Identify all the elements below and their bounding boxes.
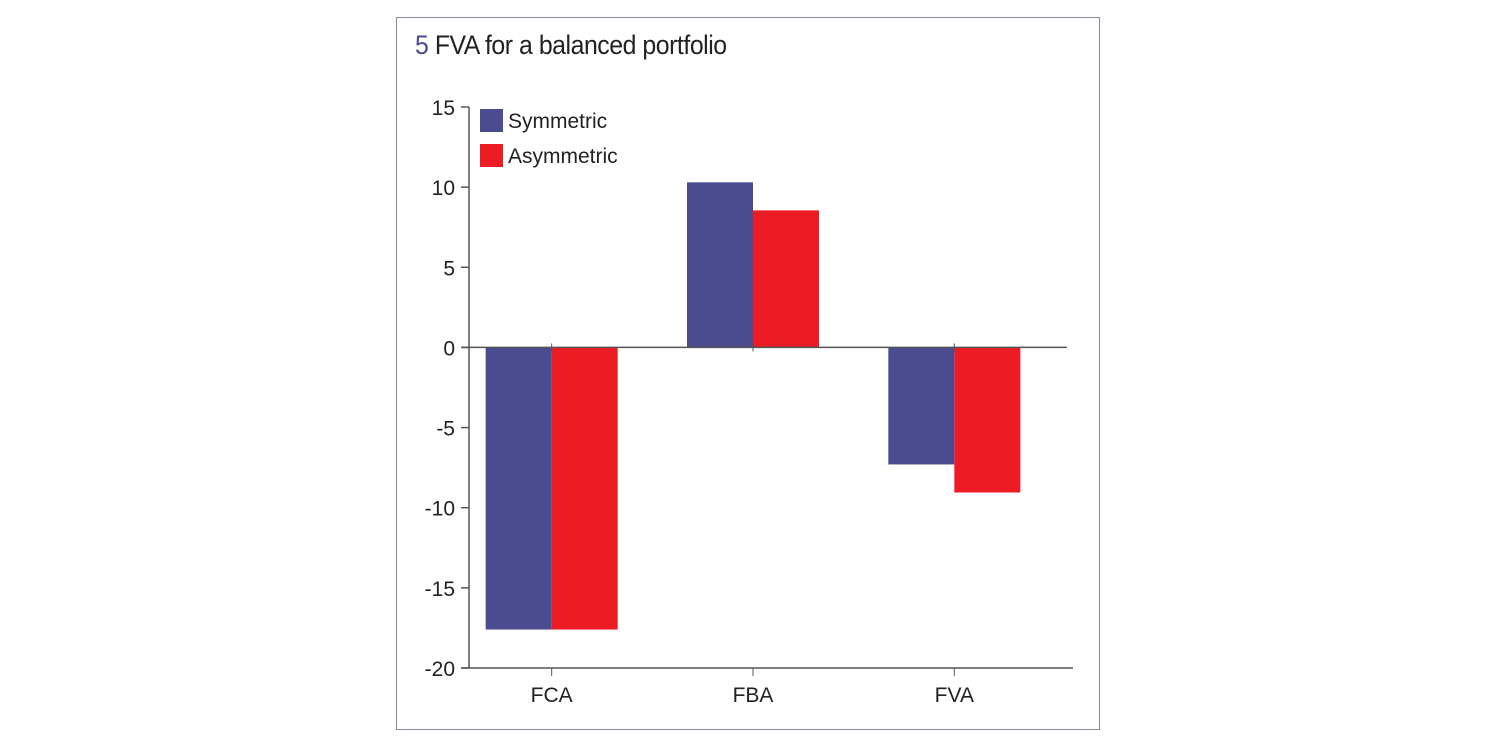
x-tick-label: FCA	[531, 684, 573, 707]
legend-swatch-symmetric	[480, 109, 503, 132]
y-tick-label: 10	[432, 177, 455, 200]
legend-label-asymmetric: Asymmetric	[508, 145, 618, 168]
chart-title-text: FVA for a balanced portfolio	[434, 30, 727, 60]
y-tick-label: 0	[443, 337, 455, 360]
bar-asymmetric-fca	[551, 347, 618, 630]
chart-number: 5	[415, 30, 429, 60]
x-tick-label: FBA	[733, 684, 774, 707]
y-tick-label: 15	[432, 97, 455, 120]
bar-symmetric-fca	[485, 347, 552, 630]
bar-symmetric-fba	[687, 182, 753, 348]
legend-label-symmetric: Symmetric	[508, 110, 607, 133]
y-tick-label: -10	[425, 498, 455, 521]
bar-symmetric-fva	[888, 347, 955, 465]
y-tick-label: -20	[425, 658, 455, 681]
x-tick-label: FVA	[935, 684, 974, 707]
y-tick-label: -5	[436, 418, 455, 441]
y-tick-label: 5	[443, 257, 455, 280]
bar-asymmetric-fba	[753, 210, 819, 348]
bar-asymmetric-fva	[954, 347, 1021, 493]
y-tick-label: -15	[425, 578, 455, 601]
chart-title: 5 FVA for a balanced portfolio	[415, 30, 727, 61]
legend-swatch-asymmetric	[480, 144, 503, 167]
